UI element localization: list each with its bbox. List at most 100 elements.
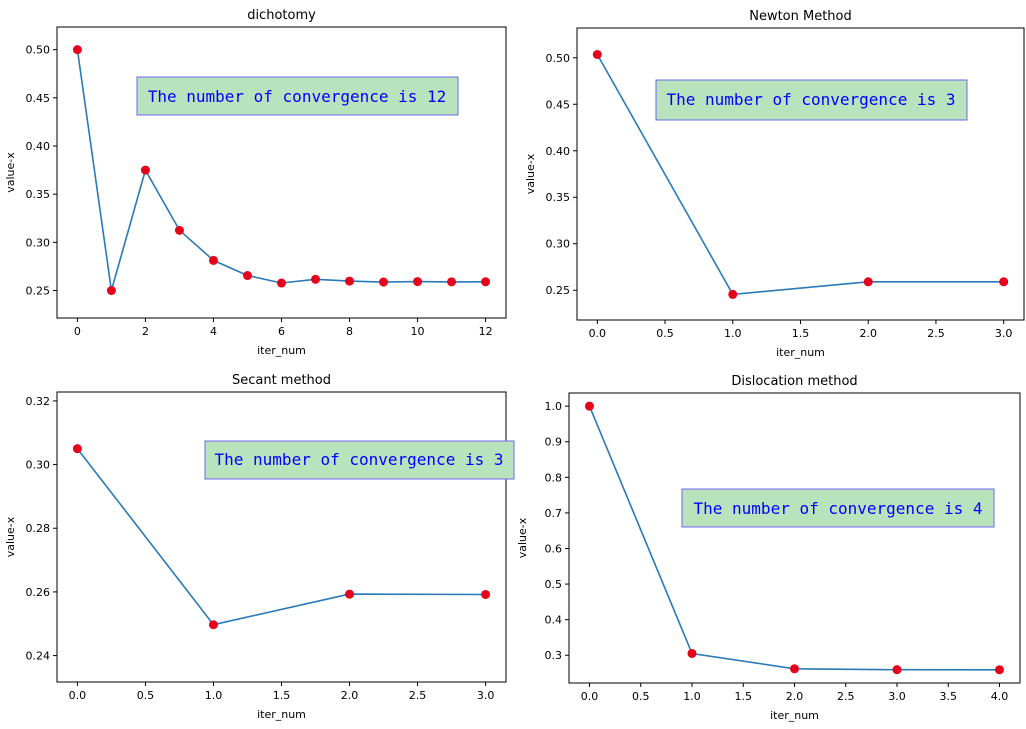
y-tick-label: 0.7 [545,507,563,520]
x-tick-label: 3.0 [477,689,495,702]
x-tick-label: 1.0 [205,689,223,702]
x-axis-label: iter_num [770,709,819,722]
y-tick-label: 0.35 [26,188,51,201]
y-tick-label: 0.9 [545,436,563,449]
chart-title: Secant method [232,373,331,388]
data-point [863,277,873,287]
data-point [585,401,594,411]
x-tick-label: 2.5 [409,689,427,702]
annotation-text: The number of convergence is 3 [667,90,956,109]
x-tick-label: 0.0 [69,689,87,702]
y-axis-label: value-x [4,152,17,193]
annotation-box [136,76,459,116]
x-tick-label: 4.0 [991,690,1009,703]
data-point [592,50,602,60]
x-tick-label: 1.5 [273,689,291,702]
x-tick-label: 0.5 [137,689,155,702]
y-tick-label: 0.25 [546,284,571,297]
x-tick-label: 3.5 [940,690,958,703]
annotation-text: The number of convergence is 12 [148,87,447,106]
plot-area-frame [56,26,507,319]
y-tick-label: 0.4 [545,614,563,627]
subplot-1: dichotomy 0 2 4 6 8 10 12 0.25 0.30 0.35 0.40 0.45 0.… [4,8,507,357]
x-tick-label: 2.0 [341,689,359,702]
x-axis-label: iter_num [257,344,306,357]
data-point [447,277,457,287]
data-point [379,277,389,287]
series-line [596,54,1004,296]
data-point [277,278,286,288]
annotation-text: The number of convergence is 4 [694,499,983,518]
y-tick-label: 0.26 [26,586,51,599]
data-point [140,165,150,175]
data-point [481,589,491,599]
y-tick-label: 0.50 [26,44,51,57]
y-axis-label: value-x [524,153,537,194]
data-point [311,274,321,284]
y-tick-label: 0.6 [545,542,563,555]
y-tick-label: 0.40 [26,140,51,153]
x-tick-label: 12 [479,325,493,338]
data-point [72,45,82,55]
y-tick-label: 0.5 [545,578,563,591]
annotation-box [204,440,515,480]
data-point [687,648,697,658]
x-tick-label: 0.0 [581,690,599,703]
y-tick-label: 0.24 [26,650,51,663]
data-point [995,665,1004,675]
x-tick-label: 0.5 [656,327,674,340]
annotation-text: The number of convergence is 3 [215,450,504,469]
data-point [413,277,423,287]
x-tick-label: 4 [210,325,217,338]
y-axis-label: value-x [4,516,17,557]
y-tick-label: 0.25 [26,285,51,298]
data-point [208,255,218,265]
y-axis-label: value-x [516,517,529,558]
data-point [481,277,491,287]
y-tick-label: 0.3 [545,649,563,662]
x-tick-label: 0 [74,325,81,338]
data-point [242,271,252,281]
y-tick-label: 0.50 [546,52,571,65]
data-point [892,665,902,675]
y-tick-label: 0.35 [546,191,571,204]
x-tick-label: 10 [411,325,425,338]
series-line [76,448,486,626]
annotation-box [655,79,968,121]
series-line [588,405,1000,671]
plot-area-frame [576,27,1025,321]
data-point [72,444,82,454]
x-tick-label: 8 [346,325,353,338]
plot-area-frame [56,391,507,683]
subplot-3: Secant method 0.0 0.5 1.0 1.5 2.0 2.5 3.0 0.24 0.… [4,373,515,721]
x-tick-label: 2.0 [786,690,804,703]
data-point [345,589,355,599]
data-point [106,286,116,296]
chart-title: Newton Method [749,9,852,24]
subplot-2: Newton Method 0.0 0.5 1.0 1.5 2.0 2.5 3.0 0.25 0.… [524,9,1025,359]
y-tick-label: 0.45 [26,92,51,105]
data-point [728,289,738,299]
y-tick-label: 0.32 [26,395,51,408]
x-tick-label: 2 [142,325,149,338]
data-point [790,664,799,674]
x-tick-label: 2.5 [837,690,855,703]
plot-area-frame [568,392,1021,684]
y-tick-label: 0.30 [26,236,51,249]
data-point [999,277,1009,287]
y-tick-label: 0.30 [546,238,571,251]
x-tick-label: 2.0 [859,327,877,340]
y-tick-label: 1.0 [545,400,563,413]
data-point [174,225,184,235]
y-tick-label: 0.30 [26,459,51,472]
data-point [345,276,355,286]
y-tick-label: 0.8 [545,471,563,484]
chart-title: Dislocation method [731,374,857,389]
y-tick-label: 0.40 [546,145,571,158]
x-tick-label: 1.0 [683,690,701,703]
x-tick-label: 1.5 [735,690,753,703]
y-tick-label: 0.45 [546,98,571,111]
x-axis-label: iter_num [776,346,825,359]
x-axis-label: iter_num [257,708,306,721]
